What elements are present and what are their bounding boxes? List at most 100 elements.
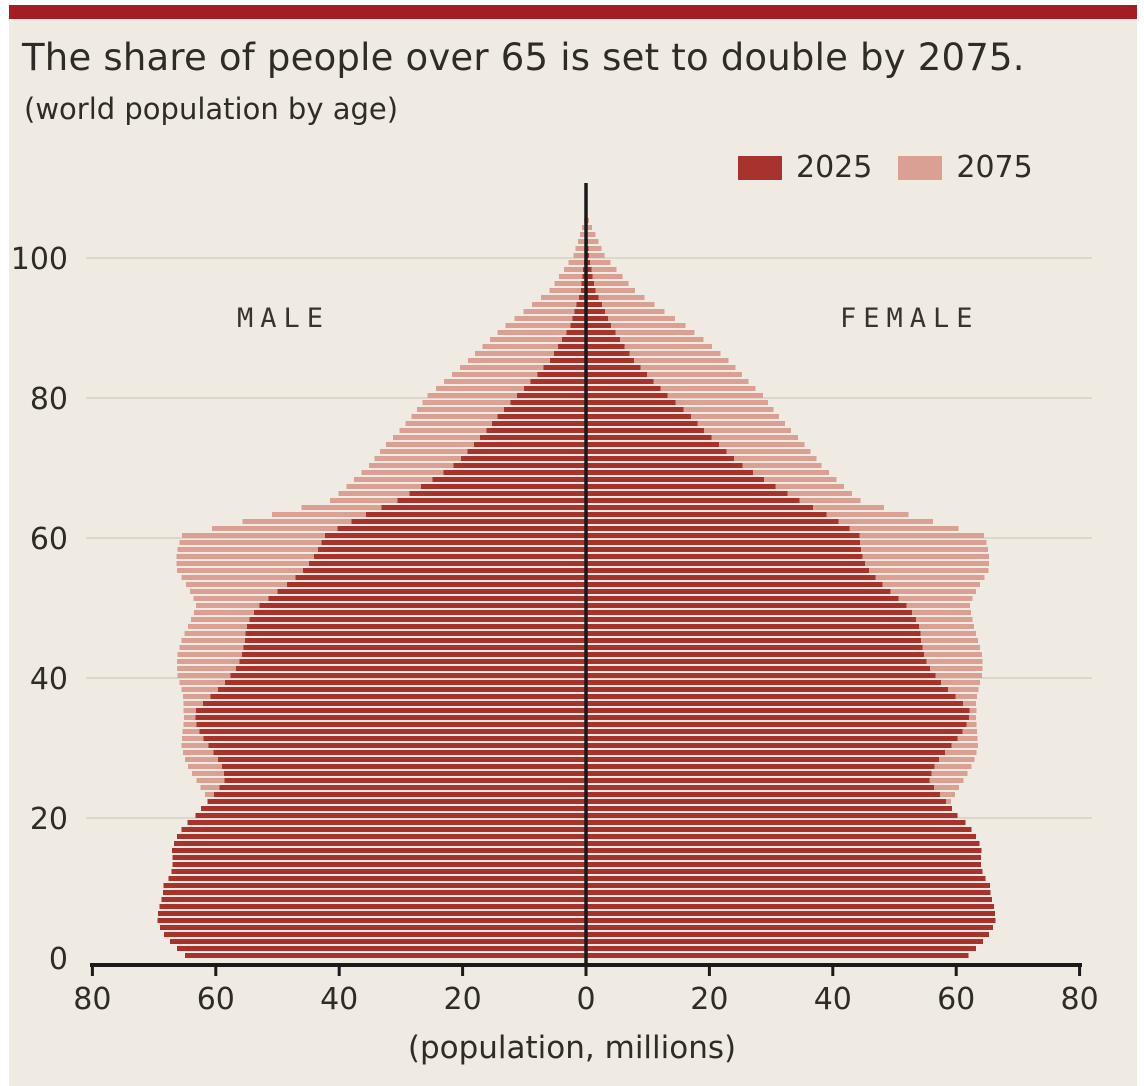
bar-2025-male [572, 316, 586, 321]
bar-2075-male [577, 239, 586, 244]
bar-2025-female [586, 813, 958, 818]
bar-2025-female [586, 624, 919, 629]
legend-item-2075: 2075 [898, 150, 1033, 185]
bar-2075-male [416, 407, 586, 412]
bar-2075-female [586, 288, 635, 293]
bar-2025-female [586, 617, 917, 622]
bar-2025-male [187, 820, 586, 825]
bar-2075-male [514, 316, 586, 321]
bar-2025-female [586, 484, 776, 489]
bar-2025-female [586, 323, 611, 328]
bar-2025-female [586, 820, 966, 825]
bar-2075-female [586, 309, 665, 314]
bar-2025-female [586, 435, 712, 440]
legend-item-2025: 2025 [738, 150, 872, 185]
bar-2075-female [586, 274, 623, 279]
bar-2025-male [221, 764, 587, 769]
bar-2025-female [586, 645, 923, 650]
bar-2025-male [181, 827, 586, 832]
bar-2025-female [586, 330, 616, 335]
bar-2025-female [586, 757, 940, 762]
bar-2075-female [586, 358, 729, 363]
bar-2025-male [566, 330, 586, 335]
x-tick-label-6: 40 [814, 982, 852, 1017]
legend-swatch-2075 [898, 155, 943, 180]
x-tick-label-8: 80 [1061, 982, 1099, 1017]
bar-2075-female [586, 302, 655, 307]
bar-2025-female [586, 407, 684, 412]
bar-2025-female [586, 603, 907, 608]
bar-2025-female [586, 722, 967, 727]
bar-2025-male [171, 869, 587, 874]
bar-2025-female [586, 337, 621, 342]
bar-2025-male [295, 575, 586, 580]
bar-2025-male [318, 547, 586, 552]
bar-2025-female [586, 638, 921, 643]
bar-2025-female [586, 883, 991, 888]
bar-2025-female [586, 827, 972, 832]
bar-2025-male [158, 911, 586, 916]
bar-2025-male [159, 904, 586, 909]
bar-2075-female [586, 246, 602, 251]
bar-2025-male [549, 358, 586, 363]
bar-2025-male [491, 421, 586, 426]
bar-2025-female [586, 855, 982, 860]
bar-2025-female [586, 708, 970, 713]
bar-2075-male [435, 386, 586, 391]
bar-2025-male [177, 834, 586, 839]
bar-2025-male [157, 918, 587, 923]
bar-2075-female [586, 260, 611, 265]
bar-2075-male [422, 400, 586, 405]
bar-2075-female [586, 351, 721, 356]
bar-2075-female [586, 393, 763, 398]
bar-2025-male [453, 463, 586, 468]
bar-2025-male [163, 883, 586, 888]
bar-2075-male [575, 246, 586, 251]
bar-2025-male [195, 813, 587, 818]
bar-2025-male [243, 645, 586, 650]
bar-2025-male [203, 736, 586, 741]
bar-2025-female [586, 351, 630, 356]
bar-2075-male [573, 253, 586, 258]
bar-2025-male [242, 652, 587, 657]
bar-2025-male [443, 470, 586, 475]
bar-2025-male [246, 624, 586, 629]
bar-2025-male [207, 799, 586, 804]
bar-2075-female [586, 379, 749, 384]
bar-2075-male [532, 302, 586, 307]
bar-2025-male [235, 666, 586, 671]
bar-2025-male [537, 372, 586, 377]
top-accent-bar [9, 5, 1137, 19]
bar-2025-female [586, 547, 862, 552]
bar-2025-female [586, 281, 595, 286]
bar-2075-male [554, 281, 586, 286]
bar-2025-female [586, 785, 935, 790]
bar-2025-female [586, 449, 727, 454]
bar-2025-female [586, 302, 602, 307]
bar-2025-female [586, 799, 947, 804]
x-tick-label-0: 80 [73, 982, 111, 1017]
bar-2025-male [184, 953, 586, 958]
bar-2025-female [586, 568, 870, 573]
bar-2025-male [244, 638, 586, 643]
bar-2075-male [523, 309, 586, 314]
y-tick-label-40: 40 [30, 662, 68, 697]
bar-2025-female [586, 694, 956, 699]
bar-2025-female [586, 540, 861, 545]
bar-2025-male [230, 673, 586, 678]
bar-2025-male [578, 295, 586, 300]
female-side-label: FEMALE [840, 303, 980, 334]
bar-2025-male [195, 715, 586, 720]
bar-2025-male [196, 708, 586, 713]
bar-2025-female [586, 533, 860, 538]
bar-2025-female [586, 512, 827, 517]
bar-2025-female [586, 575, 876, 580]
bar-2025-female [586, 288, 596, 293]
bar-2075-male [568, 260, 586, 265]
bar-2025-female [586, 470, 753, 475]
bar-2025-female [586, 344, 625, 349]
bar-2025-male [517, 393, 586, 398]
legend-label-2025: 2025 [796, 150, 873, 185]
bar-2025-female [586, 869, 983, 874]
